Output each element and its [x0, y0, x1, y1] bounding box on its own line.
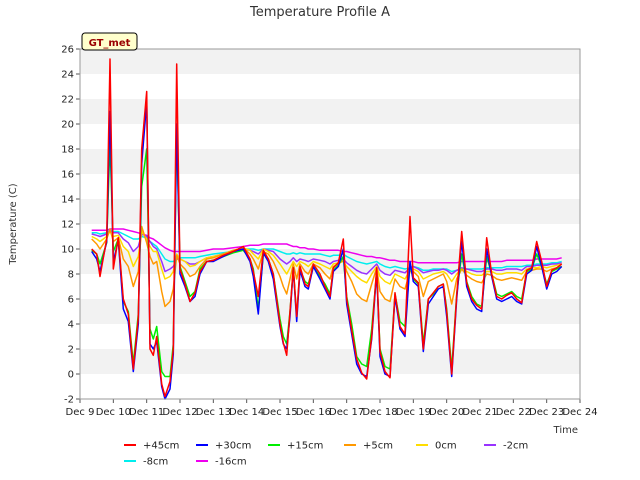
grid-band [80, 374, 580, 399]
grid-band [80, 99, 580, 124]
grid-band [80, 249, 580, 274]
grid-band [80, 124, 580, 149]
y-tick-label: -2 [64, 395, 74, 406]
y-axis-label: Temperature (C) [8, 183, 19, 265]
x-tick-label: Dec 24 [562, 407, 597, 418]
x-tick-label: Dec 10 [96, 407, 131, 418]
legend-label: +45cm [143, 441, 179, 452]
badge-label: GT_met [89, 38, 131, 49]
x-tick-label: Dec 15 [262, 407, 297, 418]
legend-item: -2cm [484, 441, 528, 452]
legend-label: +30cm [215, 441, 251, 452]
series-line-5cm [91, 225, 562, 308]
series-line-2cm [91, 229, 562, 277]
legend-label: +5cm [363, 441, 393, 452]
chart-title: Temperature Profile A [249, 5, 390, 20]
y-tick-label: 4 [68, 320, 74, 331]
series-line-0cm [91, 230, 562, 285]
series-lines [91, 58, 563, 400]
x-tick-label: Dec 17 [329, 407, 364, 418]
series-line-15cm [91, 133, 563, 378]
series-line-16cm [91, 228, 562, 264]
gt-met-badge: GT_met [81, 32, 138, 51]
legend-label: 0cm [435, 441, 457, 452]
y-tick-label: 10 [61, 245, 74, 256]
x-tick-label: Dec 23 [529, 407, 564, 418]
grid-band [80, 349, 580, 374]
series-line-8cm [91, 229, 562, 273]
y-tick-label: 6 [68, 295, 74, 306]
legend-item: -16cm [196, 457, 247, 468]
grid-band [80, 74, 580, 99]
plot-frame [79, 48, 581, 400]
x-tick-label: Dec 21 [462, 407, 497, 418]
legend-item: 0cm [416, 441, 457, 452]
x-tick-label: Dec 18 [362, 407, 397, 418]
grid-band [80, 299, 580, 324]
grid-band [80, 149, 580, 174]
grid-band [80, 49, 580, 74]
legend-item: +15cm [268, 441, 323, 452]
legend-label: -2cm [503, 441, 528, 452]
x-tick-label: Dec 20 [429, 407, 464, 418]
x-tick-label: Dec 13 [196, 407, 231, 418]
grid-band [80, 199, 580, 224]
y-tick-label: 8 [68, 270, 74, 281]
y-tick-label: 24 [61, 70, 74, 81]
y-tick-label: 2 [68, 345, 74, 356]
x-tick-label: Dec 22 [496, 407, 531, 418]
x-tick-label: Dec 9 [66, 407, 95, 418]
legend: +45cm +30cm +15cm +5cm 0cm -2cm -8cm -16cm [124, 441, 528, 468]
x-tick-label: Dec 19 [396, 407, 431, 418]
y-tick-label: 0 [68, 370, 74, 381]
x-tick-label: Dec 16 [296, 407, 331, 418]
legend-item: +5cm [344, 441, 393, 452]
legend-item: +30cm [196, 441, 251, 452]
legend-label: -16cm [215, 457, 247, 468]
legend-item: -8cm [124, 457, 168, 468]
legend-item: +45cm [124, 441, 179, 452]
grid-band [80, 174, 580, 199]
y-tick-label: 14 [61, 195, 74, 206]
y-tick-label: 12 [61, 220, 74, 231]
x-axis-label: Time [553, 425, 578, 436]
x-tick-label: Dec 14 [229, 407, 264, 418]
grid-band [80, 324, 580, 349]
x-tick-label: Dec 12 [162, 407, 197, 418]
series-line-45cm [91, 58, 563, 398]
grid-band [80, 224, 580, 249]
y-tick-label: 20 [61, 120, 74, 131]
y-tick-label: 18 [61, 145, 74, 156]
legend-label: -8cm [143, 457, 168, 468]
legend-label: +15cm [287, 441, 323, 452]
x-tick-label: Dec 11 [129, 407, 164, 418]
y-tick-label: 22 [61, 95, 74, 106]
y-tick-label: 26 [61, 45, 74, 56]
y-tick-label: 16 [61, 170, 74, 181]
